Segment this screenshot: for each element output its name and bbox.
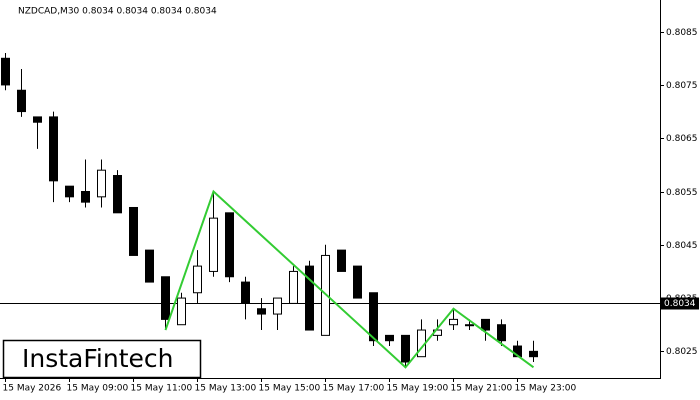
candle-body bbox=[145, 249, 154, 283]
y-tick-label: 0.8025 bbox=[666, 347, 698, 357]
price-label: 0.8034 bbox=[664, 299, 696, 309]
candle-body bbox=[257, 308, 266, 315]
candle-body bbox=[33, 116, 42, 123]
pattern-line bbox=[164, 189, 535, 369]
candle-body bbox=[497, 324, 506, 342]
y-tick-label: 0.8075 bbox=[666, 81, 698, 91]
x-tick-label: 15 May 09:00 bbox=[67, 384, 129, 394]
candle-body bbox=[113, 175, 122, 214]
candle-body bbox=[273, 297, 282, 315]
candle-body bbox=[529, 350, 538, 358]
candle-body bbox=[225, 212, 234, 278]
y-tick-label: 0.8045 bbox=[666, 241, 698, 251]
y-tick-label: 0.8055 bbox=[666, 188, 698, 198]
logo-box bbox=[2, 339, 202, 379]
candle-body bbox=[17, 89, 26, 113]
candle-body bbox=[385, 334, 394, 342]
candle-body bbox=[81, 191, 90, 203]
x-tick-label: 15 May 2026 bbox=[3, 384, 62, 394]
candle-body bbox=[177, 297, 186, 326]
candle-body bbox=[481, 318, 490, 331]
candle-body bbox=[209, 217, 218, 272]
candle-body bbox=[465, 324, 474, 327]
x-tick-label: 15 May 11:00 bbox=[131, 384, 193, 394]
price-label-box bbox=[661, 297, 699, 310]
candle-body bbox=[401, 334, 410, 363]
candle-body bbox=[129, 206, 138, 256]
chart-title: NZDCAD,M30 0.8034 0.8034 0.8034 0.8034 bbox=[18, 7, 217, 17]
candle-body bbox=[161, 276, 170, 320]
x-tick-label: 15 May 13:00 bbox=[195, 384, 257, 394]
x-tick-label: 15 May 15:00 bbox=[259, 384, 321, 394]
candle-body bbox=[49, 116, 58, 182]
candle-body bbox=[1, 57, 10, 86]
x-tick-label: 15 May 19:00 bbox=[387, 384, 449, 394]
y-tick-label: 0.8085 bbox=[666, 28, 698, 38]
candle-body bbox=[193, 265, 202, 294]
x-tick-label: 15 May 21:00 bbox=[451, 384, 513, 394]
candle-body bbox=[337, 249, 346, 272]
candle-body bbox=[241, 281, 250, 304]
y-tick-label: 0.8065 bbox=[666, 134, 698, 144]
x-tick-label: 15 May 17:00 bbox=[323, 384, 385, 394]
candle-body bbox=[97, 169, 106, 198]
candle-body bbox=[305, 265, 314, 331]
logo: InstaFintech bbox=[22, 344, 174, 373]
candle-body bbox=[289, 270, 298, 304]
candle-body bbox=[353, 265, 362, 299]
candle-body bbox=[65, 185, 74, 198]
x-tick-label: 15 May 23:00 bbox=[515, 384, 577, 394]
candle-body bbox=[449, 318, 458, 326]
candle-body bbox=[369, 292, 378, 342]
